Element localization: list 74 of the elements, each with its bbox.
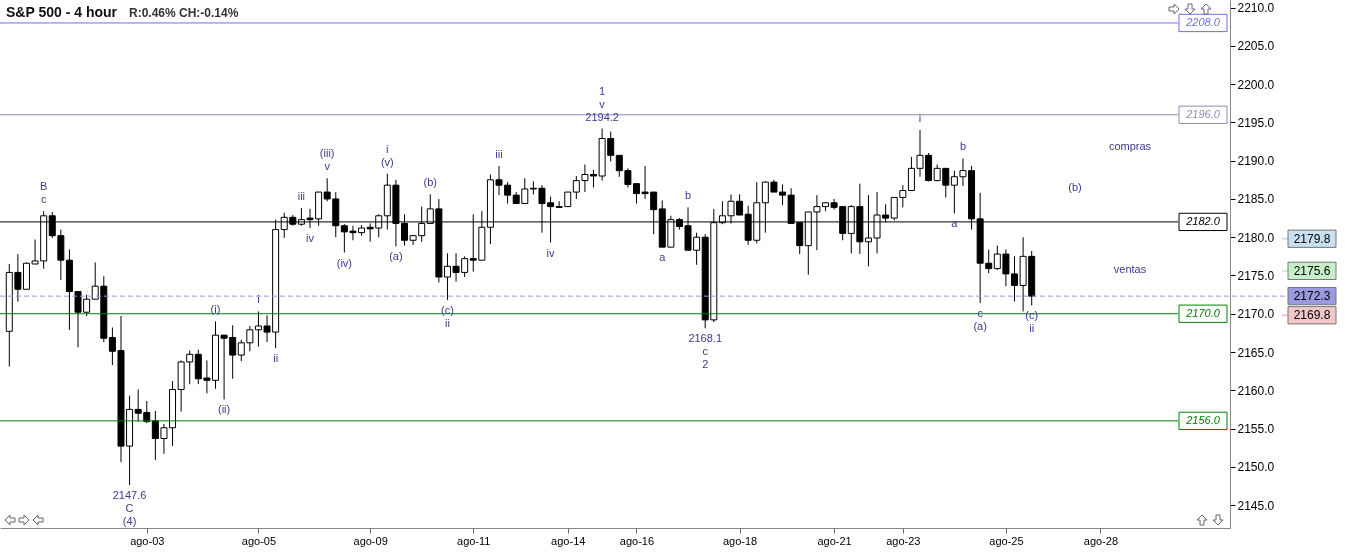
annotation: ii: [445, 316, 450, 329]
annotation: (a): [973, 320, 987, 333]
annotation: B: [39, 180, 48, 193]
annotation: v: [324, 160, 331, 173]
y-tick-label: 2185.0: [1237, 192, 1275, 207]
annotation: i: [257, 293, 260, 306]
annotation: ii: [1029, 322, 1035, 335]
annotation: compras: [1108, 140, 1152, 152]
ref-line-label: 2169.8: [1293, 308, 1331, 323]
ref-line-label: 2175.6: [1293, 263, 1331, 278]
x-tick-label: ago-03: [130, 534, 165, 547]
ref-line-label: 2170.0: [1185, 306, 1221, 319]
x-tick-label: ago-11: [457, 534, 491, 547]
x-tick-label: ago-16: [619, 534, 655, 547]
annotation: a: [659, 251, 667, 264]
y-tick-label: 2175.0: [1237, 268, 1275, 283]
annotation: C: [125, 502, 134, 515]
annotation: 2147.6: [112, 489, 147, 502]
annotation: (a): [389, 250, 403, 263]
x-tick-label: ago-28: [1083, 534, 1119, 547]
y-tick-label: 2145.0: [1237, 498, 1275, 513]
x-tick-label: ago-21: [817, 534, 852, 547]
annotation: iv: [546, 246, 556, 259]
annotation: b: [959, 140, 967, 153]
y-tick-label: 2200.0: [1237, 77, 1275, 92]
ref-line-label: 2208.0: [1185, 15, 1221, 28]
ref-line-label: 2179.8: [1293, 231, 1331, 246]
y-tick-label: 2150.0: [1237, 460, 1275, 475]
text: R:0.46% CH:-0.14%: [129, 6, 239, 20]
annotation: (i): [210, 303, 221, 316]
ref-line-label: 2182.0: [1185, 214, 1221, 227]
annotation: (b): [1068, 181, 1082, 193]
annotation: (c): [441, 303, 454, 316]
annotation: ventas: [1113, 263, 1147, 275]
y-tick-label: 2190.0: [1237, 154, 1275, 169]
y-tick-label: 2205.0: [1237, 39, 1275, 54]
y-tick-label: 2165.0: [1237, 345, 1275, 360]
annotation: c: [40, 193, 47, 206]
annotation: c: [977, 307, 984, 320]
annotation: v: [599, 97, 606, 110]
annotation: (b): [423, 176, 438, 189]
x-tick-label: ago-23: [886, 534, 921, 547]
y-tick-label: 2155.0: [1237, 422, 1275, 437]
x-tick-label: ago-05: [241, 534, 277, 547]
annotation: (ii): [217, 403, 231, 416]
annotation: (iv): [336, 256, 353, 269]
ref-line-label: 2172.3: [1293, 289, 1331, 304]
annotation: iv: [306, 232, 315, 245]
annotation: i: [918, 112, 922, 125]
annotation: iii: [297, 190, 306, 203]
y-tick-label: 2195.0: [1237, 115, 1275, 130]
annotation: c: [702, 345, 709, 358]
annotation: (4): [122, 515, 137, 528]
x-tick-label: ago-09: [353, 534, 388, 547]
chart-title: S&P 500 - 4 hour: [6, 4, 118, 20]
y-tick-label: 2160.0: [1237, 383, 1275, 398]
annotation: 2: [702, 358, 709, 371]
annotation: 2194.2: [585, 110, 619, 123]
annotation: 2168.1: [688, 332, 723, 345]
y-tick-label: 2170.0: [1237, 307, 1275, 322]
annotation: (v): [380, 155, 394, 168]
ref-line-label: 2156.0: [1185, 413, 1221, 426]
annotation: iii: [495, 148, 503, 161]
x-tick-label: ago-18: [722, 534, 758, 547]
x-tick-label: ago-14: [551, 534, 586, 547]
ref-line-label: 2196.0: [1185, 107, 1221, 120]
x-tick-label: ago-25: [989, 534, 1024, 547]
y-tick-label: 2180.0: [1237, 230, 1275, 245]
annotation: b: [684, 189, 692, 202]
y-tick-label: 2210.0: [1237, 1, 1275, 16]
annotation: 1: [599, 84, 606, 97]
annotation: (iii): [319, 147, 335, 160]
annotation: ii: [273, 352, 279, 365]
annotation: i: [386, 142, 389, 155]
